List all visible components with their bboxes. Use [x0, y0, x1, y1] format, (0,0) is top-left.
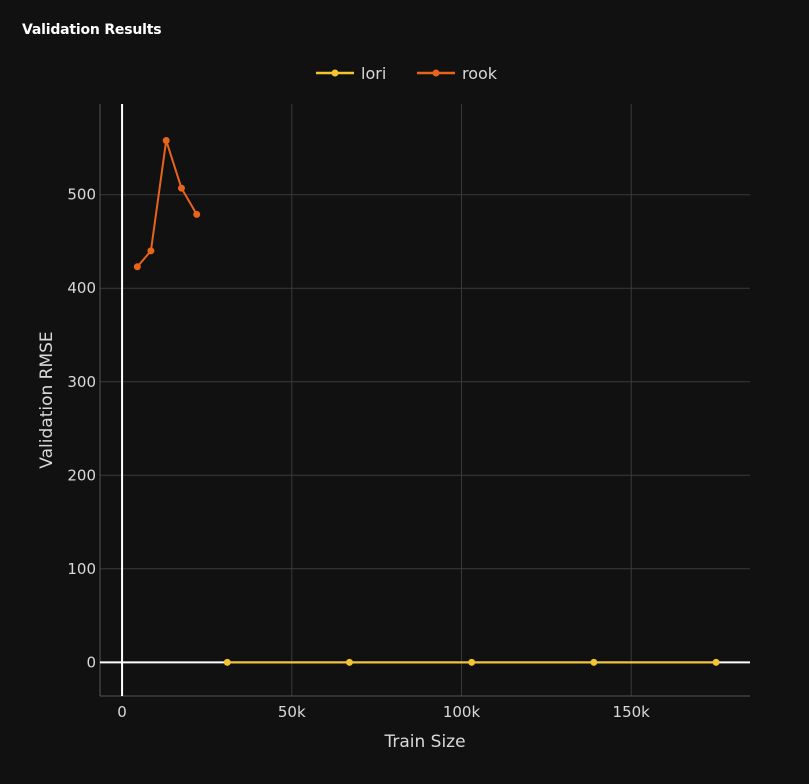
data-point-rook[interactable]	[147, 247, 155, 255]
x-tick-label: 50k	[278, 703, 306, 721]
y-tick-label: 200	[67, 466, 96, 484]
y-tick-label: 300	[67, 373, 96, 391]
data-point-lori[interactable]	[712, 658, 720, 666]
y-axis-title: Validation RMSE	[37, 331, 57, 468]
data-point-rook[interactable]	[193, 210, 201, 218]
chart-grid	[100, 104, 750, 696]
legend-label: lori	[361, 64, 386, 83]
legend-item-rook[interactable]: rook	[417, 64, 498, 83]
chart-series	[133, 136, 720, 666]
y-tick-label: 400	[67, 279, 96, 297]
legend-swatch-marker	[331, 69, 339, 77]
y-tick-label: 100	[67, 560, 96, 578]
chart-ticks: 0 50k 100k 150k 0 100 200 300 400 500	[67, 186, 650, 721]
x-tick-label: 100k	[443, 703, 481, 721]
series-rook	[133, 136, 201, 271]
series-line-rook	[136, 139, 198, 268]
x-tick-label: 150k	[613, 703, 651, 721]
data-point-lori[interactable]	[223, 658, 231, 666]
data-point-rook[interactable]	[133, 263, 141, 271]
legend-item-lori[interactable]: lori	[316, 64, 386, 83]
legend-label: rook	[462, 64, 498, 83]
chart-legend[interactable]: lori rook	[316, 64, 498, 83]
series-lori	[223, 658, 720, 666]
x-axis-title: Train Size	[383, 732, 465, 752]
y-tick-label: 500	[67, 186, 96, 204]
y-tick-label: 0	[86, 653, 96, 671]
panel-title: Validation Results	[22, 22, 162, 38]
x-tick-label: 0	[117, 703, 127, 721]
legend-swatch-marker	[432, 69, 440, 77]
data-point-lori[interactable]	[590, 658, 598, 666]
data-point-lori[interactable]	[345, 658, 353, 666]
data-point-lori[interactable]	[468, 658, 476, 666]
data-point-rook[interactable]	[162, 136, 170, 144]
chart-axes	[99, 104, 750, 697]
data-point-rook[interactable]	[177, 184, 185, 192]
